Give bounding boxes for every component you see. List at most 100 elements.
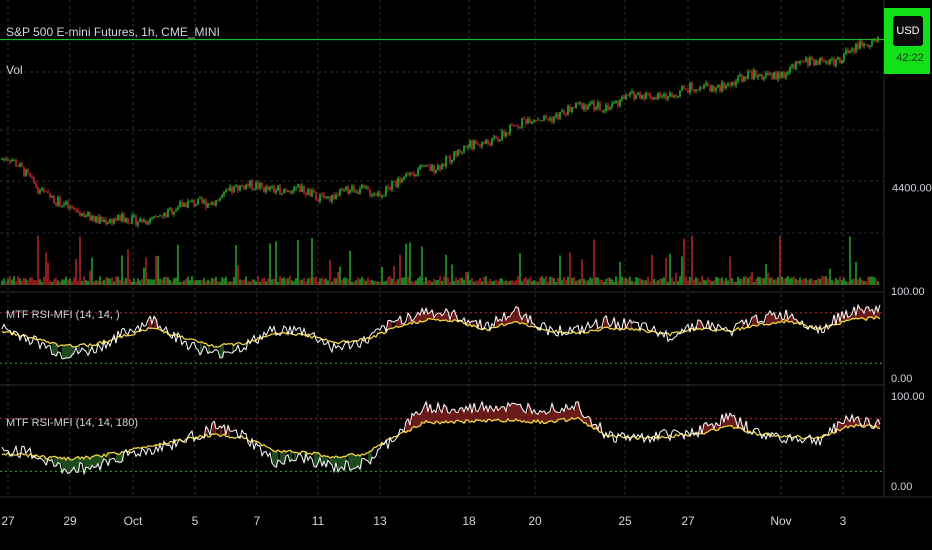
volume-bar bbox=[533, 280, 535, 285]
pane2-overbought-fill bbox=[546, 414, 548, 424]
volume-bar bbox=[33, 279, 35, 285]
pane2-overbought-fill bbox=[420, 414, 422, 426]
candle-up bbox=[259, 182, 261, 189]
candle-down bbox=[857, 43, 859, 49]
candle-up bbox=[417, 168, 419, 175]
candle-up bbox=[715, 87, 717, 91]
candle-up bbox=[277, 185, 279, 191]
volume-bar bbox=[237, 265, 239, 285]
candle-up bbox=[163, 212, 165, 217]
volume-bar bbox=[683, 238, 685, 285]
candle-down bbox=[73, 207, 75, 210]
candle-up bbox=[841, 60, 843, 64]
pane2-overbought-fill bbox=[470, 404, 472, 423]
volume-bar bbox=[447, 277, 449, 285]
candle-up bbox=[635, 94, 637, 100]
candle-up bbox=[65, 201, 67, 205]
pane2-overbought-fill bbox=[866, 417, 868, 426]
candle-down bbox=[853, 48, 855, 52]
candle-up bbox=[271, 186, 273, 188]
candle-up bbox=[131, 215, 133, 224]
time-axis-label: 3 bbox=[839, 514, 847, 528]
volume-bar bbox=[69, 278, 71, 285]
volume-bar bbox=[23, 277, 25, 285]
volume-bar bbox=[89, 270, 91, 285]
candle-down bbox=[723, 82, 725, 89]
candle-up bbox=[269, 186, 271, 190]
pane1-indicator-label: MTF RSI-MFI (14, 14, ) bbox=[6, 309, 120, 321]
candle-down bbox=[535, 119, 537, 121]
candle-down bbox=[511, 124, 513, 126]
pane1-overbought-fill bbox=[524, 315, 526, 324]
volume-bar bbox=[275, 241, 277, 285]
pane2-overbought-fill bbox=[212, 423, 214, 434]
volume-bar bbox=[281, 278, 283, 285]
pane2-overbought-fill bbox=[726, 413, 728, 427]
volume-bar bbox=[341, 279, 343, 285]
pane1-overbought-fill bbox=[754, 316, 756, 326]
volume-bar bbox=[795, 278, 797, 285]
candle-down bbox=[317, 199, 319, 202]
volume-bar bbox=[263, 278, 265, 285]
candle-up bbox=[133, 215, 135, 217]
currency-button[interactable]: USD bbox=[893, 16, 923, 46]
candle-down bbox=[751, 71, 753, 79]
candle-down bbox=[495, 136, 497, 139]
volume-bar bbox=[435, 280, 437, 285]
volume-bar bbox=[721, 277, 723, 285]
volume-bar bbox=[707, 277, 709, 285]
candle-up bbox=[391, 181, 393, 190]
candle-up bbox=[283, 189, 285, 194]
pane2-oversold-fill bbox=[98, 455, 100, 464]
volume-bar bbox=[655, 281, 657, 285]
pane1-overbought-fill bbox=[424, 314, 426, 322]
pane2-oversold-fill bbox=[108, 452, 110, 466]
candle-down bbox=[375, 194, 377, 196]
candle-down bbox=[357, 191, 359, 195]
candle-up bbox=[695, 89, 697, 92]
candle-up bbox=[153, 216, 155, 218]
candle-up bbox=[253, 188, 255, 190]
pane1-oversold-fill bbox=[70, 344, 72, 358]
volume-bar bbox=[817, 278, 819, 285]
candle-up bbox=[781, 71, 783, 79]
volume-bar bbox=[409, 242, 411, 285]
candle-down bbox=[475, 140, 477, 144]
volume-bar bbox=[137, 278, 139, 285]
volume-bar bbox=[567, 276, 569, 285]
volume-bar bbox=[581, 259, 583, 285]
volume-bar bbox=[73, 277, 75, 285]
pane2-oversold-fill bbox=[352, 453, 354, 470]
volume-bar bbox=[9, 276, 11, 285]
pane2-oversold-fill bbox=[332, 456, 334, 465]
volume-bar bbox=[29, 277, 31, 285]
candle-up bbox=[561, 110, 563, 113]
volume-bar bbox=[437, 279, 439, 285]
volume-bar bbox=[325, 278, 327, 285]
pane2-overbought-fill bbox=[496, 406, 498, 421]
pane1-overbought-fill bbox=[154, 316, 156, 329]
candle-down bbox=[713, 85, 715, 91]
volume-bar bbox=[477, 280, 479, 285]
candle-down bbox=[21, 163, 23, 167]
candle-up bbox=[255, 182, 257, 189]
volume-bar bbox=[411, 280, 413, 285]
volume-bar bbox=[517, 276, 519, 285]
volume-bar bbox=[611, 279, 613, 285]
volume-bar bbox=[587, 280, 589, 285]
candle-down bbox=[459, 149, 461, 153]
candle-down bbox=[471, 140, 473, 150]
candle-up bbox=[235, 185, 237, 187]
pane1-overbought-fill bbox=[770, 310, 772, 325]
candle-up bbox=[445, 156, 447, 167]
pane2-bottom-tick: 0.00 bbox=[891, 481, 913, 493]
candle-down bbox=[89, 212, 91, 220]
candle-up bbox=[763, 76, 765, 80]
volume-bar bbox=[189, 280, 191, 285]
candle-up bbox=[481, 142, 483, 147]
pane2-overbought-fill bbox=[556, 411, 558, 422]
candle-down bbox=[687, 90, 689, 93]
volume-bar bbox=[117, 276, 119, 285]
candle-down bbox=[775, 72, 777, 80]
candle-down bbox=[865, 44, 867, 46]
